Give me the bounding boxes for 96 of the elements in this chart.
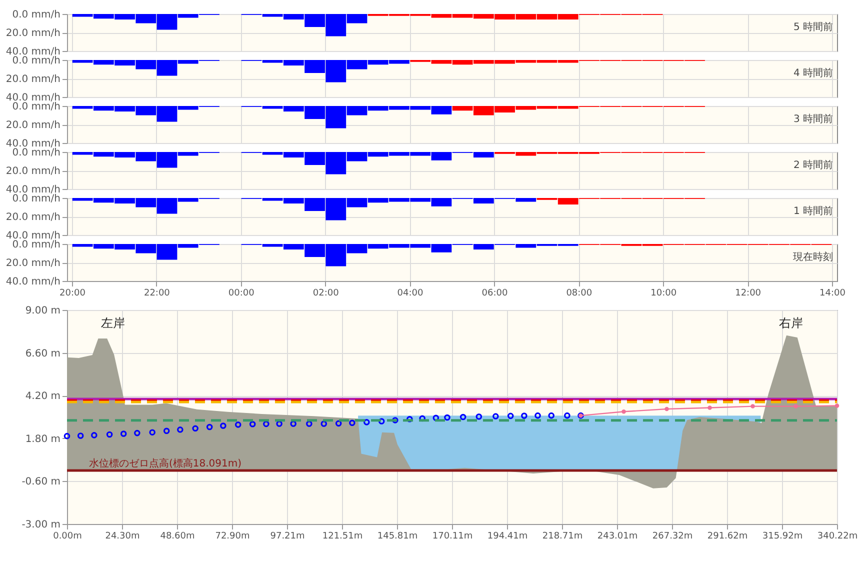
- x-tick-label: 291.62m: [707, 532, 748, 542]
- text: 5 時間前: [793, 21, 833, 33]
- point: [460, 414, 466, 420]
- point: [378, 418, 385, 424]
- y-tick-label: 20.0 mm/h: [6, 212, 60, 223]
- x-tick-label: 194.41m: [487, 532, 528, 542]
- point: [320, 420, 328, 427]
- point: [192, 425, 198, 432]
- x-tick-label: 00:00: [228, 288, 255, 298]
- point: [406, 416, 413, 422]
- text: 3 時間前: [793, 113, 833, 125]
- y-tick-label: 20.0 mm/h: [6, 166, 60, 177]
- point: [77, 432, 84, 439]
- y-tick-label: 40.0 mm/h: [6, 276, 60, 288]
- point: [444, 414, 450, 421]
- x-tick-label: 145.81m: [377, 532, 418, 542]
- point: [234, 422, 242, 428]
- annotation: 左岸: [101, 316, 126, 330]
- point: [564, 412, 570, 419]
- point: [507, 412, 514, 420]
- y-tick-label: 1.80 m: [25, 434, 60, 445]
- point: [163, 428, 170, 434]
- point: [364, 419, 370, 426]
- point: [708, 406, 712, 410]
- y-tick-label: 0.0 mm/h: [12, 240, 60, 250]
- point: [476, 414, 482, 420]
- text: 現在時刻: [793, 251, 833, 263]
- text: 1 時間前: [793, 205, 833, 217]
- x-tick-label: 12:00: [735, 288, 762, 298]
- ref-line-label: 水位標のゼロ点高(標高18.091m): [89, 458, 242, 470]
- point: [249, 420, 256, 428]
- x-tick-label: 06:00: [482, 288, 508, 298]
- y-tick-label: 0.0 mm/h: [12, 10, 60, 20]
- x-tick-label: 243.01m: [597, 532, 638, 542]
- y-tick-label: 20.0 mm/h: [6, 74, 60, 85]
- point: [206, 424, 213, 430]
- x-tick-label: 170.11m: [432, 532, 473, 542]
- point: [834, 404, 840, 408]
- y-tick-label: 9.00 m: [25, 306, 60, 316]
- x-tick-label: 20:00: [60, 288, 86, 298]
- point: [335, 420, 342, 427]
- point: [220, 422, 226, 429]
- point: [134, 430, 140, 436]
- x-tick-label: 0.00m: [53, 532, 82, 542]
- y-tick-label: 40.0 mm/h: [6, 184, 60, 196]
- x-tick-label: 218.71m: [542, 532, 583, 542]
- point: [64, 432, 70, 440]
- y-tick-label: 40.0 mm/h: [6, 46, 60, 58]
- y-tick-label: 40.0 mm/h: [6, 138, 60, 150]
- x-tick-label: 48.60m: [160, 532, 195, 542]
- y-tick-label: 0.0 mm/h: [12, 148, 60, 158]
- y-tick-label: 20.0 mm/h: [6, 120, 60, 131]
- point: [664, 406, 669, 412]
- y-tick-label: 20.0 mm/h: [6, 258, 60, 269]
- point: [149, 429, 156, 436]
- x-tick-label: 72.90m: [215, 532, 250, 542]
- y-tick-label: 4.20 m: [25, 391, 60, 402]
- point: [91, 432, 98, 438]
- point: [392, 417, 398, 424]
- x-tick-label: 340.22m: [817, 532, 858, 542]
- point: [432, 414, 440, 422]
- point: [106, 431, 113, 438]
- y-tick-label: 0.0 mm/h: [12, 56, 60, 66]
- y-tick-label: -3.00 m: [22, 520, 60, 530]
- x-tick-label: 14:00: [820, 288, 846, 298]
- point: [349, 420, 356, 426]
- y-tick-label: -0.60 m: [22, 476, 60, 488]
- point: [263, 420, 270, 428]
- x-tick-label: 24.30m: [105, 532, 140, 542]
- point: [622, 410, 626, 414]
- x-tick-label: 10:00: [650, 288, 677, 298]
- annotation: 右岸: [778, 316, 803, 330]
- point: [492, 413, 499, 420]
- x-tick-label: 02:00: [312, 288, 340, 298]
- point: [794, 404, 798, 408]
- text: 4 時間前: [793, 67, 833, 79]
- y-tick-label: 0.0 mm/h: [12, 102, 60, 112]
- point: [750, 404, 755, 408]
- x-tick-label: 04:00: [397, 288, 424, 298]
- point: [120, 430, 127, 437]
- y-tick-label: 40.0 mm/h: [6, 230, 60, 242]
- point: [521, 412, 528, 419]
- y-tick-label: 0.0 mm/h: [12, 194, 60, 204]
- y-tick-label: 40.0 mm/h: [6, 92, 60, 104]
- y-tick-label: 6.60 m: [25, 348, 60, 360]
- text: 2 時間前: [793, 159, 833, 171]
- point: [534, 412, 541, 419]
- y-tick-label: 20.0 mm/h: [6, 28, 60, 39]
- x-tick-label: 121.51m: [322, 532, 363, 542]
- point: [177, 426, 184, 433]
- point: [548, 412, 554, 419]
- x-tick-label: 267.32m: [652, 532, 693, 542]
- x-tick-label: 08:00: [566, 288, 592, 298]
- x-tick-label: 315.92m: [762, 532, 803, 542]
- x-tick-label: 97.21m: [270, 532, 305, 542]
- x-tick-label: 22:00: [144, 288, 170, 298]
